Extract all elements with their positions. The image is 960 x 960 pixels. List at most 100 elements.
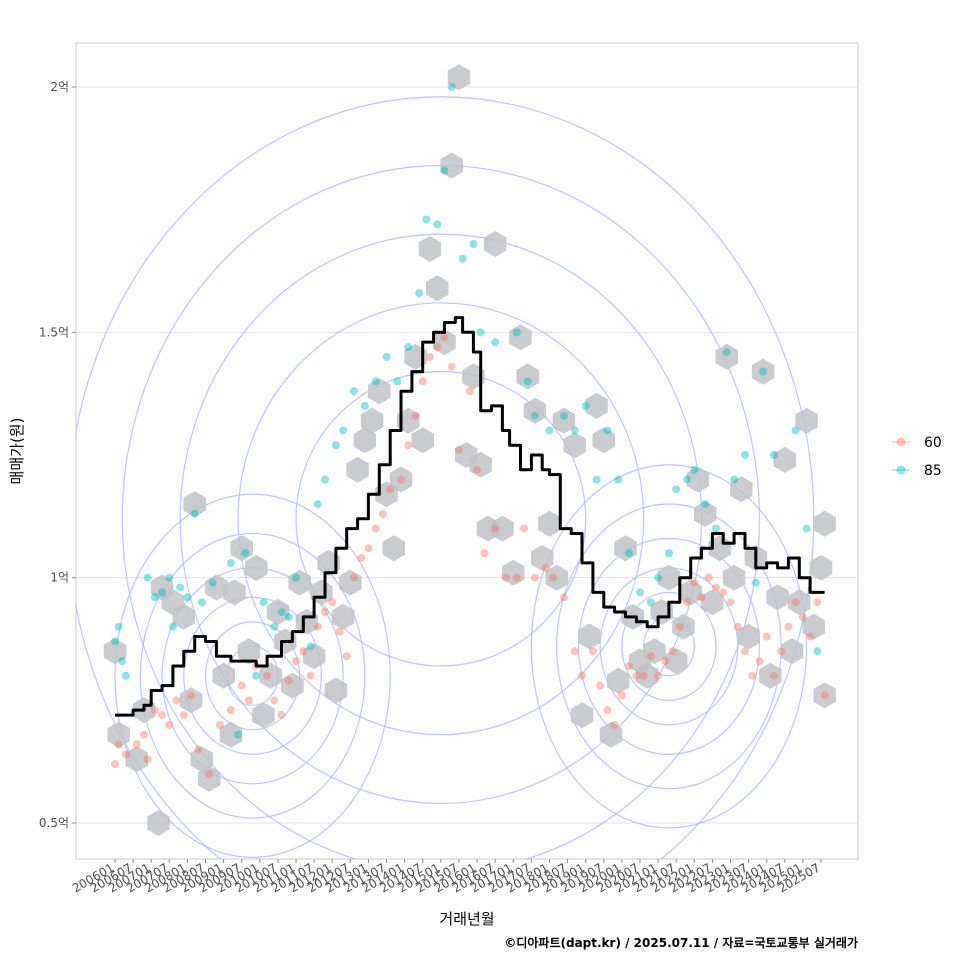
point-60 [762,632,771,641]
point-85 [360,401,369,410]
point-85 [371,377,380,386]
hex-bin [197,765,221,792]
point-60 [411,411,420,420]
point-60 [263,671,272,680]
density-contour [295,370,587,667]
hex-bin [516,363,539,390]
point-85 [712,524,721,533]
y-tick-label: 0.5억 [39,816,69,830]
hex-bin [281,672,304,699]
point-85 [292,573,301,582]
point-60 [791,598,800,607]
point-85 [234,730,243,739]
point-85 [476,328,485,337]
hex-bin [469,451,492,478]
hex-bin [531,545,554,571]
point-60 [675,622,684,631]
point-60 [440,333,449,342]
point-60 [798,612,807,621]
hex-bin [389,466,413,493]
point-85 [259,598,268,607]
point-60 [158,711,167,720]
point-85 [114,622,123,631]
hex-bin [766,584,789,611]
point-85 [165,573,174,582]
hex-bin [650,599,673,625]
point-60 [480,549,489,558]
point-85 [190,509,199,518]
point-60 [143,755,152,764]
point-60 [646,652,655,661]
point-60 [284,676,293,685]
legend-item-85[interactable]: 85 [892,463,942,479]
hex-bin [310,579,333,606]
point-85 [158,588,167,597]
point-60 [447,362,456,371]
legend-item-60[interactable]: 60 [892,435,942,451]
y-tick-label: 1.5억 [39,325,69,339]
y-axis-title: 매매가(원) [8,418,26,485]
point-60 [172,696,181,705]
hex-bin [219,721,243,748]
point-85 [683,475,692,484]
point-60 [371,524,380,533]
point-60 [570,647,579,656]
point-85 [168,622,177,631]
legend-key-85 [896,465,906,475]
point-85 [545,426,554,435]
legend: 60 85 [892,435,942,479]
density-contour [139,532,366,819]
hex-bin [693,500,717,527]
point-60 [397,475,406,484]
y-tick-label: 2억 [50,80,69,94]
point-60 [418,377,427,386]
point-60 [530,573,539,582]
point-60 [194,745,203,754]
hex-bin [353,427,377,454]
hex-bin [433,329,456,356]
hex-bin [339,569,362,596]
hex-bin [360,407,384,434]
point-85 [176,583,185,592]
point-60 [617,691,626,700]
point-60 [704,573,713,582]
point-60 [740,647,749,656]
point-85 [306,642,315,651]
hex-bin [599,721,623,748]
point-85 [422,215,431,224]
hex-bin [375,481,398,508]
point-60 [111,760,119,769]
point-85 [581,401,590,410]
point-60 [697,593,706,602]
point-60 [179,711,188,720]
point-60 [712,583,721,592]
point-85 [284,612,293,621]
point-85 [722,347,731,356]
point-60 [777,647,786,656]
trend-line [115,316,825,717]
point-85 [769,451,778,459]
point-60 [690,578,699,587]
point-85 [433,220,442,229]
point-85 [382,352,391,361]
hex-bin [462,363,485,390]
point-85 [208,578,217,587]
hex-bin [252,702,275,729]
hex-bin [780,638,804,665]
hex-bin [179,687,203,714]
point-60 [378,509,387,518]
point-60 [433,343,442,352]
point-60 [559,593,568,602]
point-60 [465,387,474,396]
hex-bin [317,549,340,576]
point-60 [820,691,829,700]
point-60 [520,524,529,533]
point-60 [132,740,141,749]
point-85 [672,485,681,494]
hex-bin [440,152,463,179]
hex-bin [411,427,434,454]
point-85 [523,377,532,386]
point-85 [458,254,467,263]
hex-bin [715,343,739,370]
hex-bin [773,446,797,473]
